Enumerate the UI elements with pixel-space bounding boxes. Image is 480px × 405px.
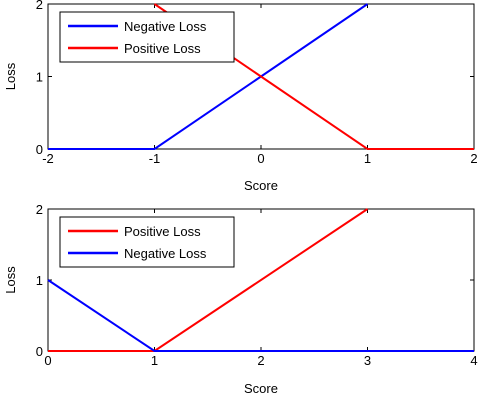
y-tick-label: 0 xyxy=(36,344,43,359)
y-tick-label: 1 xyxy=(36,70,43,85)
y-tick-label: 1 xyxy=(36,273,43,288)
x-tick-label: -1 xyxy=(149,151,161,166)
x-tick-label: 2 xyxy=(257,353,264,368)
y-axis-label: Loss xyxy=(3,62,18,90)
legend-label: Positive Loss xyxy=(124,41,201,56)
y-tick-label: 2 xyxy=(36,0,43,12)
legend xyxy=(59,11,235,63)
legend-label: Positive Loss xyxy=(124,224,201,239)
y-axis-label: Loss xyxy=(3,266,18,294)
chart-top: -2 -1 0 1 2 0 1 2 Score Loss Negative Loss Positive… xyxy=(3,0,478,193)
x-tick-label: 4 xyxy=(470,353,477,368)
x-tick-label: 1 xyxy=(151,353,158,368)
series-line-negative-loss xyxy=(48,3,369,150)
x-axis-label: Score xyxy=(244,178,278,193)
legend-label: Negative Loss xyxy=(124,19,207,34)
chart-bottom: 0 1 2 3 4 0 1 2 Score Loss Positive Loss Negative L… xyxy=(3,202,478,396)
x-axis-label: Score xyxy=(244,381,278,396)
legend xyxy=(59,216,235,268)
x-tick-label: 0 xyxy=(44,353,51,368)
legend-label: Negative Loss xyxy=(124,246,207,261)
x-tick-label: 1 xyxy=(364,151,371,166)
x-tick-label: 2 xyxy=(470,151,477,166)
y-tick-label: 0 xyxy=(36,142,43,157)
x-tick-label: 0 xyxy=(257,151,264,166)
x-tick-label: -2 xyxy=(42,151,54,166)
y-tick-label: 2 xyxy=(36,202,43,217)
series-line-negative-loss xyxy=(47,279,474,352)
x-tick-label: 3 xyxy=(364,353,371,368)
